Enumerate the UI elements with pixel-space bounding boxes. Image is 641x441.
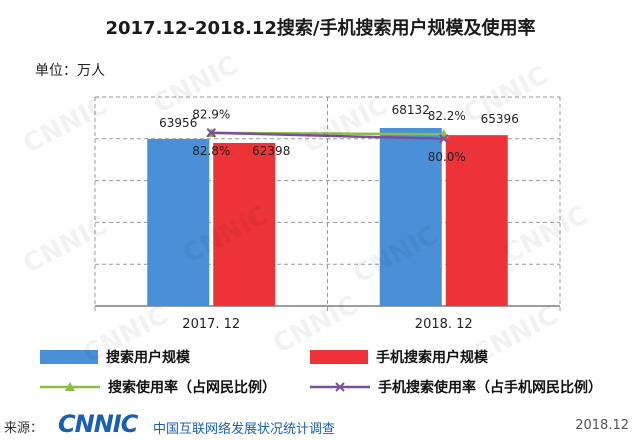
bar-search-users: [147, 138, 210, 306]
legend-label: 手机搜索用户规模: [376, 350, 488, 366]
legend-line-cross-icon: [310, 382, 370, 392]
line-value-label: 82.9%: [192, 108, 230, 122]
chart-title: 2017.12-2018.12搜索/手机搜索用户规模及使用率: [105, 18, 536, 39]
x-tick-label: 2017. 12: [182, 317, 240, 332]
line-value-label: 80.0%: [428, 150, 466, 164]
bar-mobile-users: [213, 142, 276, 306]
bar-value-label: 68132: [392, 103, 430, 117]
footer-date: 2018.12: [575, 418, 629, 433]
cnnic-logo: CNNIC: [58, 410, 138, 438]
unit-label: 单位：万人: [35, 63, 105, 79]
legend-item-mobile-users: 手机搜索用户规模: [310, 346, 488, 368]
bar-value-label: 62398: [252, 144, 290, 158]
legend-swatch-blue: [40, 350, 98, 364]
bar-value-label: 65396: [481, 112, 519, 126]
bar-search-users: [379, 128, 442, 306]
legend-line-triangle-icon: [40, 382, 100, 391]
bar-value-label: 63956: [159, 116, 197, 130]
legend-swatch-red: [310, 350, 368, 364]
x-tick-label: 2018. 12: [415, 317, 473, 332]
legend-label: 手机搜索使用率（占手机网民比例）: [378, 380, 602, 396]
legend-item-search-rate: 搜索使用率（占网民比例）: [40, 376, 276, 398]
bar-mobile-users: [445, 135, 508, 306]
line-value-label: 82.2%: [428, 109, 466, 123]
point-mobile-rate: [439, 134, 449, 144]
legend-item-mobile-rate: 手机搜索使用率（占手机网民比例）: [310, 376, 602, 398]
footer-org-name: 中国互联网络发展状况统计调查: [153, 422, 336, 437]
footer-source-label: 来源：: [4, 421, 44, 436]
legend-label: 搜索使用率（占网民比例）: [108, 380, 276, 396]
legend-item-search-users: 搜索用户规模: [40, 346, 190, 368]
legend-label: 搜索用户规模: [106, 350, 190, 366]
footer: 来源： CNNIC 中国互联网络发展状况统计调查 2018.12: [0, 407, 641, 441]
line-mobile-rate: [211, 131, 444, 141]
line-value-label: 82.8%: [192, 144, 230, 158]
point-mobile-rate: [206, 128, 216, 138]
